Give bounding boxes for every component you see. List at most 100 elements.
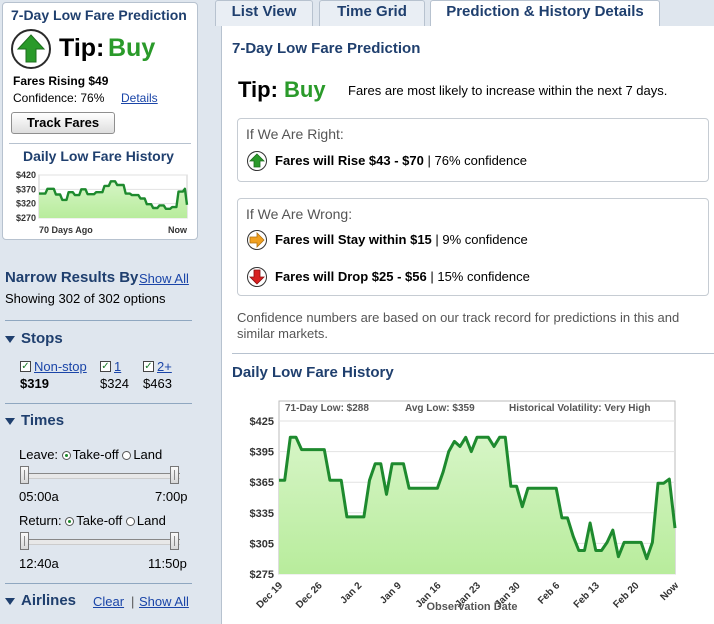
divider (5, 403, 192, 404)
stay-row: Fares will Stay within $15 | 9% confiden… (275, 232, 528, 247)
divider (232, 353, 714, 354)
airlines-show-all-link[interactable]: Show All (139, 594, 189, 609)
prediction-details-panel: 7-Day Low Fare Prediction Tip: Buy Fares… (221, 26, 714, 624)
two-plus-stop-label[interactable]: 2+ (157, 359, 172, 374)
main-tip-value: Buy (284, 77, 326, 102)
collapse-triangle-icon (5, 417, 15, 425)
leave-label: Leave: (19, 447, 59, 462)
stat-low: 71-Day Low: $288 (285, 403, 369, 414)
two-plus-stop-price: $463 (143, 376, 172, 391)
leave-slider-max-handle[interactable] (170, 466, 179, 484)
leave-land-radio[interactable] (122, 451, 132, 461)
link-separator: | (131, 594, 135, 609)
drop-confidence: | 15% confidence (430, 269, 530, 284)
mini-y-tick-label: $320 (16, 199, 36, 209)
x-tick-label: Jan 9 (378, 580, 404, 606)
mini-history-title: Daily Low Fare History (23, 148, 174, 164)
if-wrong-title: If We Are Wrong: (246, 206, 353, 222)
prediction-card-title: 7-Day Low Fare Prediction (11, 7, 187, 23)
mini-x-end-label: Now (168, 225, 188, 235)
y-tick-label: $365 (250, 477, 274, 489)
if-right-title: If We Are Right: (246, 126, 344, 142)
confidence-text: Confidence: 76% (13, 91, 105, 105)
rise-confidence: | 76% confidence (427, 153, 528, 168)
drop-text: Fares will Drop $25 - $56 (275, 269, 427, 284)
return-takeoff-label: Take-off (76, 513, 123, 528)
x-axis-label: Observation Date (426, 601, 517, 613)
up-arrow-icon (247, 151, 267, 171)
return-min-time: 12:40a (19, 556, 59, 571)
return-label: Return: (19, 513, 62, 528)
drop-row: Fares will Drop $25 - $56 | 15% confiden… (275, 269, 530, 284)
if-wrong-box: If We Are Wrong: Fares will Stay within … (237, 198, 709, 296)
two-plus-stop-checkbox[interactable]: ✓ (143, 361, 154, 372)
x-tick-label: Dec 26 (294, 580, 325, 611)
mini-fare-line (39, 180, 189, 210)
leave-land-label: Land (133, 447, 163, 462)
leave-row: Leave: Take-off Land (19, 447, 162, 462)
airlines-title: Airlines (21, 592, 77, 609)
tab-prediction-history[interactable]: Prediction & History Details (430, 0, 660, 27)
return-max-time: 11:50p (148, 556, 187, 571)
one-stop-label[interactable]: 1 (114, 359, 122, 374)
leave-takeoff-label: Take-off (72, 447, 119, 462)
narrow-show-all-link[interactable]: Show All (139, 271, 189, 286)
tab-time-grid[interactable]: Time Grid (319, 0, 425, 26)
leave-min-time: 05:00a (19, 489, 59, 504)
mini-y-tick-label: $270 (16, 213, 36, 223)
stat-volatility: Historical Volatility: Very High (509, 403, 651, 414)
mini-x-start-label: 70 Days Ago (39, 225, 93, 235)
one-stop-checkbox[interactable]: ✓ (100, 361, 111, 372)
stay-text: Fares will Stay within $15 (275, 232, 432, 247)
return-time-slider[interactable] (20, 539, 180, 545)
track-fares-button[interactable]: Track Fares (11, 112, 115, 134)
leave-time-slider[interactable] (20, 473, 180, 479)
leave-max-time: 7:00p (155, 489, 188, 504)
prediction-card: 7-Day Low Fare Prediction Tip: Buy Fares… (2, 2, 198, 240)
y-tick-label: $335 (250, 508, 274, 520)
down-arrow-icon (247, 267, 267, 287)
nonstop-checkbox[interactable]: ✓ (20, 361, 31, 372)
left-sidebar: 7-Day Low Fare Prediction Tip: Buy Fares… (0, 0, 204, 624)
y-tick-label: $425 (250, 416, 274, 428)
x-tick-label: Jan 2 (338, 580, 364, 606)
return-slider-min-handle[interactable] (20, 532, 29, 550)
return-land-radio[interactable] (125, 517, 135, 527)
nonstop-label[interactable]: Non-stop (34, 359, 87, 374)
collapse-triangle-icon (5, 597, 15, 605)
rise-text: Fares will Rise $43 - $70 (275, 153, 424, 168)
leave-slider-min-handle[interactable] (20, 466, 29, 484)
main-history-title: Daily Low Fare History (232, 364, 394, 381)
main-tip-text: Fares are most likely to increase within… (348, 83, 668, 98)
airlines-header[interactable]: Airlines (5, 592, 76, 609)
right-arrow-icon (247, 230, 267, 250)
one-stop-price: $324 (100, 376, 129, 391)
main-tip-label: Tip: (238, 77, 278, 102)
x-tick-label: Dec 19 (255, 580, 286, 611)
stay-confidence: | 9% confidence (435, 232, 528, 247)
leave-takeoff-radio[interactable] (61, 451, 71, 461)
divider (5, 583, 192, 584)
nonstop-price: $319 (20, 376, 49, 391)
airlines-clear-link[interactable]: Clear (93, 594, 125, 609)
confidence-note: Confidence numbers are based on our trac… (237, 310, 680, 341)
times-header[interactable]: Times (5, 412, 64, 429)
stat-avg: Avg Low: $359 (405, 403, 475, 414)
mini-y-tick-label: $370 (16, 184, 36, 194)
return-land-label: Land (136, 513, 166, 528)
x-tick-label: Now (658, 580, 681, 603)
showing-count: Showing 302 of 302 options (5, 291, 166, 306)
y-tick-label: $395 (250, 447, 274, 459)
details-link[interactable]: Details (121, 91, 158, 105)
x-tick-label: Feb 20 (611, 580, 641, 610)
stops-header[interactable]: Stops (5, 330, 63, 347)
x-tick-label: Feb 6 (536, 580, 563, 607)
return-slider-max-handle[interactable] (170, 532, 179, 550)
rise-row: Fares will Rise $43 - $70 | 76% confiden… (275, 153, 527, 168)
tip-value: Buy (108, 34, 156, 62)
y-tick-label: $275 (250, 569, 274, 581)
tab-list-view[interactable]: List View (215, 0, 313, 26)
return-takeoff-radio[interactable] (65, 517, 75, 527)
